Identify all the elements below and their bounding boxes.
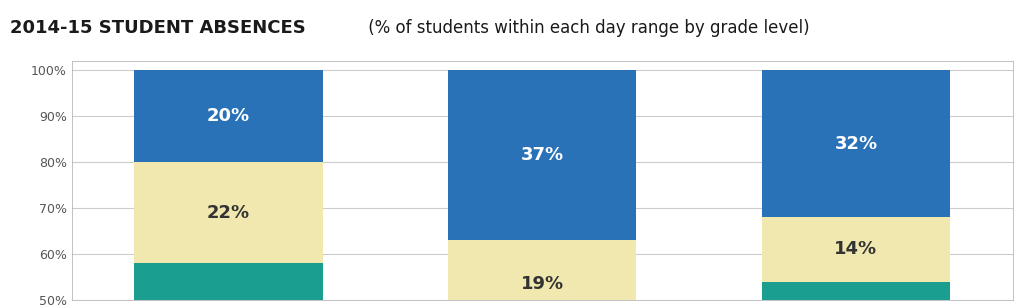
Text: 32%: 32% [835,135,878,153]
Bar [762,70,950,217]
Text: 2014-15 STUDENT ABSENCES: 2014-15 STUDENT ABSENCES [10,19,306,36]
Text: (% of students within each day range by grade level): (% of students within each day range by … [363,19,810,36]
Text: 14%: 14% [835,241,878,258]
Text: 22%: 22% [207,204,250,222]
Bar [762,217,950,282]
Text: 19%: 19% [521,275,564,293]
Bar [448,240,636,306]
Bar [134,263,322,306]
Text: 20%: 20% [207,107,250,125]
Bar [134,70,322,162]
Text: 37%: 37% [521,146,564,164]
Bar [762,282,950,306]
Bar [134,162,322,263]
Bar [448,70,636,240]
